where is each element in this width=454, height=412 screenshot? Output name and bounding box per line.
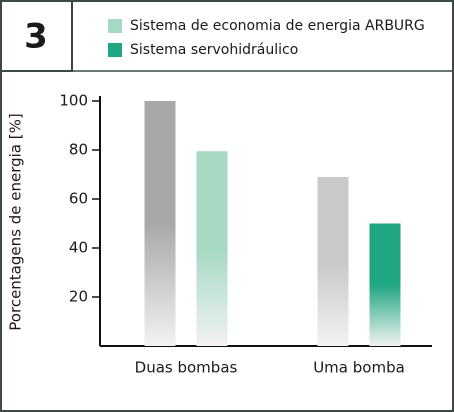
bar [196, 151, 228, 346]
bar [144, 101, 176, 346]
bar [369, 223, 401, 346]
y-tick-label: 100 [59, 92, 88, 110]
y-tick-label: 20 [69, 288, 88, 306]
legend-label: Sistema de economia de energia ARBURG [130, 18, 425, 34]
badge: 3 [24, 17, 48, 57]
y-tick-label: 40 [69, 239, 88, 257]
legend-swatch [108, 19, 122, 33]
legend-label: Sistema servohidráulico [130, 42, 298, 58]
y-axis-label: Porcentagens de energia [%] [7, 113, 25, 330]
y-tick-label: 80 [69, 141, 88, 159]
y-tick-label: 60 [69, 190, 88, 208]
x-tick-label: Uma bomba [313, 359, 405, 377]
bar [317, 176, 349, 346]
x-tick-label: Duas bombas [135, 359, 238, 377]
legend-swatch [108, 43, 122, 57]
